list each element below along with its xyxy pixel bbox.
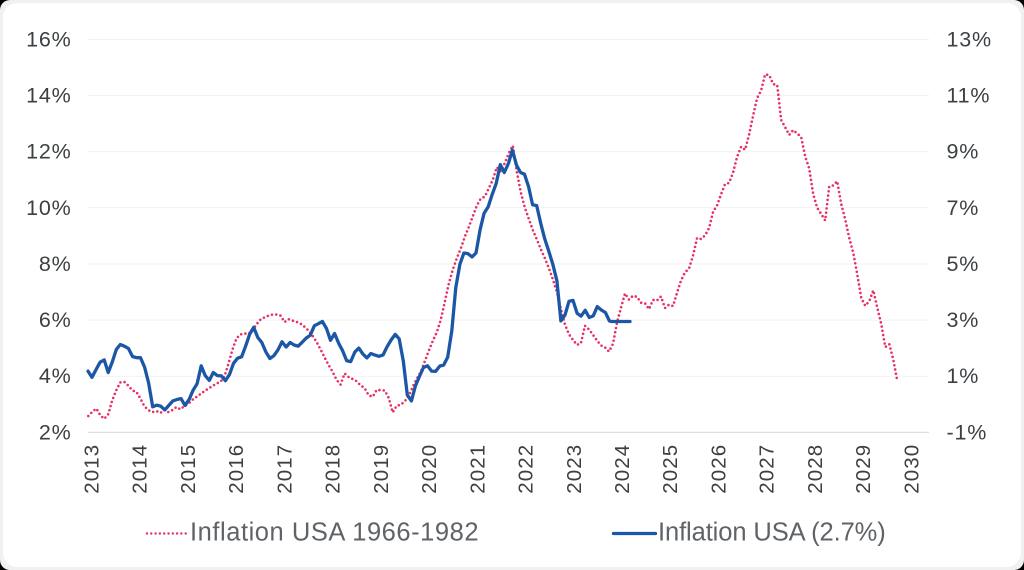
svg-text:2013: 2013 — [80, 444, 103, 494]
svg-text:2020: 2020 — [418, 444, 441, 494]
svg-text:2016: 2016 — [225, 444, 248, 494]
svg-text:5%: 5% — [947, 252, 980, 276]
svg-text:2019: 2019 — [370, 444, 393, 494]
svg-text:6%: 6% — [39, 308, 72, 332]
svg-text:10%: 10% — [26, 196, 71, 220]
svg-text:2023: 2023 — [563, 444, 586, 494]
svg-text:2014: 2014 — [129, 444, 152, 494]
svg-text:2022: 2022 — [515, 444, 538, 494]
svg-text:16%: 16% — [26, 28, 71, 52]
svg-text:2021: 2021 — [466, 444, 489, 494]
svg-text:2026: 2026 — [708, 444, 731, 494]
svg-text:12%: 12% — [26, 140, 71, 164]
svg-text:2017: 2017 — [273, 444, 296, 494]
svg-text:2015: 2015 — [177, 444, 200, 494]
svg-text:2030: 2030 — [901, 444, 924, 494]
svg-text:1%: 1% — [947, 364, 980, 388]
svg-text:3%: 3% — [947, 308, 980, 332]
svg-text:14%: 14% — [26, 84, 71, 108]
svg-text:-1%: -1% — [947, 420, 988, 444]
svg-text:2%: 2% — [39, 420, 72, 444]
svg-text:8%: 8% — [39, 252, 72, 276]
svg-text:2018: 2018 — [322, 444, 345, 494]
svg-text:13%: 13% — [947, 28, 992, 52]
svg-text:11%: 11% — [947, 84, 991, 108]
svg-text:2028: 2028 — [804, 444, 827, 494]
svg-text:2024: 2024 — [611, 444, 634, 494]
svg-text:7%: 7% — [947, 196, 980, 220]
svg-text:2027: 2027 — [756, 444, 779, 494]
svg-text:2025: 2025 — [659, 444, 682, 494]
svg-text:2029: 2029 — [852, 444, 875, 494]
svg-text:Inflation USA 1966-1982: Inflation USA 1966-1982 — [190, 519, 479, 547]
svg-text:4%: 4% — [39, 364, 72, 388]
svg-text:Inflation USA (2.7%): Inflation USA (2.7%) — [658, 519, 886, 547]
svg-text:9%: 9% — [947, 140, 980, 164]
